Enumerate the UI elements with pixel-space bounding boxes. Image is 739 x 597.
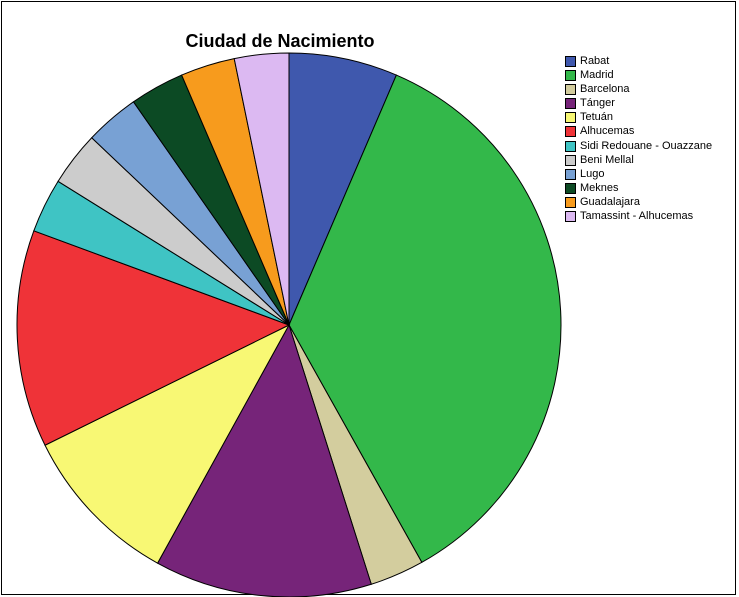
legend-item: Sidi Redouane - Ouazzane: [565, 140, 735, 154]
pie-slice-t-nger: [156, 323, 372, 597]
legend-swatch: [565, 84, 576, 96]
legend-swatch: [565, 70, 576, 82]
legend-swatch: [565, 112, 576, 124]
legend-item: Tánger: [565, 97, 735, 111]
legend-swatch: [565, 140, 576, 152]
pie-slice-tamassint-alhucemas: [233, 52, 290, 326]
legend-item: Madrid: [565, 69, 735, 83]
pie-slice-alhucemas: [16, 230, 291, 446]
legend: Rabat Madrid Barcelona Tánger Tetuán Alhucema…: [565, 55, 735, 224]
pie-slice-madrid: [288, 74, 562, 564]
legend-swatch: [565, 182, 576, 194]
chart-title: Ciudad de Nacimiento: [185, 31, 375, 51]
legend-label: Barcelona: [580, 83, 630, 96]
legend-label: Guadalajara: [580, 195, 640, 208]
legend-label: Tamassint - Alhucemas: [580, 210, 694, 223]
legend-item: Guadalajara: [565, 196, 735, 210]
legend-swatch: [565, 56, 576, 67]
legend-item: Meknes: [565, 182, 735, 196]
legend-label: Tetuán: [580, 111, 614, 124]
legend-swatch: [565, 98, 576, 110]
pie-slice-rabat: [288, 52, 398, 326]
legend-item: Barcelona: [565, 83, 735, 97]
legend-item: Rabat: [565, 55, 735, 69]
legend-label: Lugo: [580, 167, 605, 180]
legend-item: Tetuán: [565, 111, 735, 125]
legend-label: Madrid: [580, 69, 614, 82]
legend-swatch: [565, 154, 576, 166]
legend-label: Meknes: [580, 181, 619, 194]
legend-swatch: [565, 168, 576, 180]
legend-label: Tánger: [580, 97, 615, 110]
legend-label: Sidi Redouane - Ouazzane: [580, 139, 713, 152]
legend-label: Beni Mellal: [580, 153, 634, 166]
legend-item: Lugo: [565, 168, 735, 182]
legend-item: Tamassint - Alhucemas: [565, 210, 735, 224]
legend-swatch: [565, 211, 576, 223]
pie-slice-tetu-n: [44, 323, 291, 564]
legend-swatch: [565, 126, 576, 138]
legend-label: Rabat: [580, 55, 610, 67]
legend-label: Alhucemas: [580, 125, 635, 138]
legend-item: Alhucemas: [565, 125, 735, 139]
legend-swatch: [565, 196, 576, 208]
legend-item: Beni Mellal: [565, 154, 735, 168]
